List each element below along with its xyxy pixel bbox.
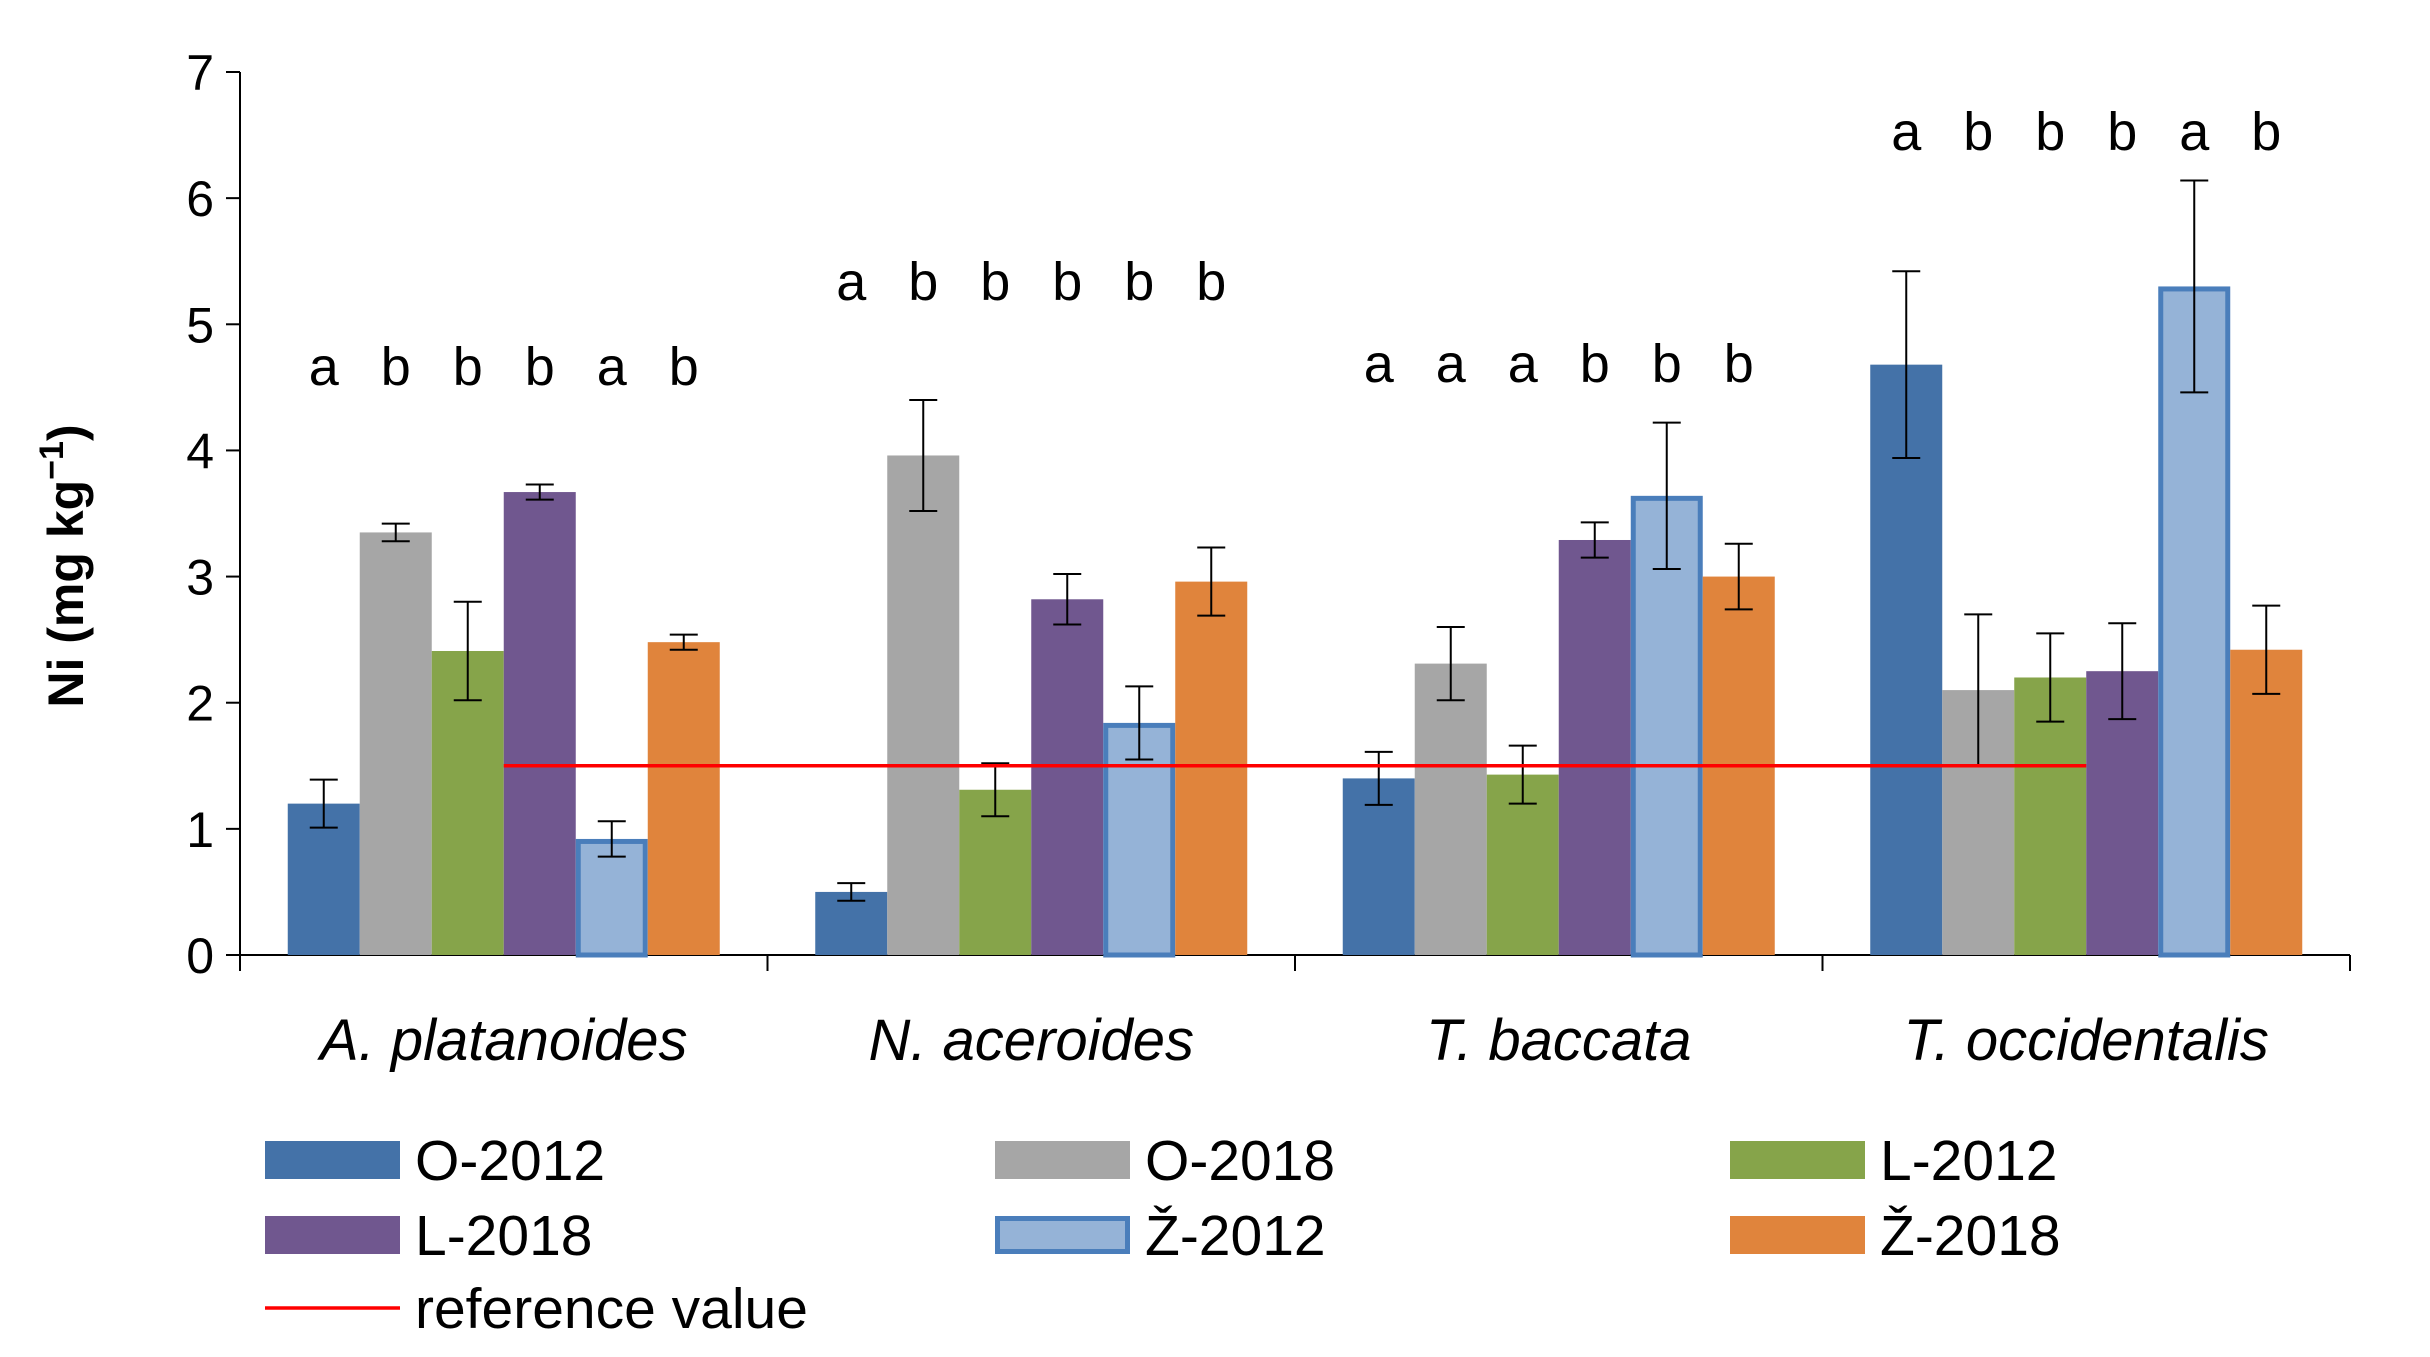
bar [2230, 649, 2303, 955]
significance-letters: a b b b a ba b b b b ba a a b b ba b b b a b [309, 102, 2282, 397]
legend-swatch [1730, 1141, 1865, 1179]
legend-swatch [995, 1141, 1130, 1179]
legend-label: O-2018 [1145, 1129, 1335, 1193]
legend-swatch [265, 1141, 400, 1179]
bar [431, 650, 504, 955]
significance-letter: b [381, 337, 411, 397]
significance-letter: b [2251, 102, 2281, 162]
significance-letter: a [1891, 102, 1922, 162]
significance-letter: b [1963, 102, 1993, 162]
y-tick-labels: 0 1 2 3 4 5 6 7 [186, 45, 214, 984]
significance-letter: b [1580, 334, 1610, 394]
legend-label: Ž-2012 [1145, 1204, 1326, 1268]
significance-letter: b [1196, 252, 1226, 312]
bar [815, 891, 888, 955]
category-label: T. baccata [1426, 1008, 1691, 1073]
significance-letter: a [309, 337, 340, 397]
legend-swatch [1730, 1216, 1865, 1254]
y-tick-label: 6 [186, 171, 214, 227]
significance-letter: a [597, 337, 628, 397]
legend-swatch [265, 1216, 400, 1254]
significance-letter: b [1052, 252, 1082, 312]
y-tick-label: 2 [186, 676, 214, 732]
category-label: T. occidentalis [1904, 1008, 2269, 1073]
legend-label: L-2018 [415, 1204, 593, 1268]
category-labels: A. platanoides N. aceroides T. baccata T. o… [317, 1008, 2269, 1073]
significance-letter: b [453, 337, 483, 397]
bar [1870, 364, 1943, 955]
bar [1486, 774, 1559, 955]
bar [503, 492, 576, 955]
y-tick-label: 7 [186, 45, 214, 101]
legend-label: L-2012 [1880, 1129, 2058, 1193]
bar [287, 803, 360, 955]
legend-item: O-2018 [995, 1129, 1335, 1193]
significance-letter: a [2179, 102, 2210, 162]
legend-label: Ž-2018 [1880, 1204, 2061, 1268]
significance-letter: b [980, 252, 1010, 312]
y-tick-label: 4 [186, 423, 214, 479]
significance-letter: b [1124, 252, 1154, 312]
bar [359, 532, 432, 955]
bar [647, 642, 720, 955]
y-tick-label: 5 [186, 297, 214, 353]
significance-letter: b [2107, 102, 2137, 162]
significance-letter: b [908, 252, 938, 312]
bar [1558, 539, 1631, 955]
bar [2014, 677, 2087, 955]
legend-item: L-2018 [265, 1204, 593, 1268]
error-bars [309, 179, 2281, 902]
bar [1103, 722, 1176, 958]
significance-letter: a [1364, 334, 1395, 394]
legend-item-reference: reference value [265, 1277, 808, 1341]
significance-letter: b [1652, 334, 1682, 394]
legend-item: L-2012 [1730, 1129, 2058, 1193]
y-axis-label-end: ) [38, 424, 94, 441]
y-tick-label: 1 [186, 802, 214, 858]
y-axis-label-text: Ni (mg kg [38, 480, 94, 708]
legend-item: O-2012 [265, 1129, 605, 1193]
y-tick-label: 0 [186, 928, 214, 984]
legend-label: reference value [415, 1277, 808, 1341]
significance-letter: b [669, 337, 699, 397]
category-label: N. aceroides [868, 1008, 1194, 1073]
bars [287, 286, 2303, 958]
bar [1414, 663, 1487, 955]
bar [1630, 495, 1703, 958]
bar [959, 789, 1032, 955]
y-axis-label-superscript: −1 [33, 441, 71, 480]
significance-letter: a [836, 252, 867, 312]
significance-letter: a [1508, 334, 1539, 394]
bar [575, 838, 648, 958]
bar [887, 455, 960, 955]
y-tick-label: 3 [186, 550, 214, 606]
bar [1031, 599, 1104, 955]
y-axis-label: Ni (mg kg−1) [33, 424, 94, 707]
significance-letter: b [525, 337, 555, 397]
category-label: A. platanoides [317, 1008, 688, 1073]
bar [1175, 581, 1248, 955]
significance-letter: a [1436, 334, 1467, 394]
bar [1342, 778, 1415, 955]
legend-item: Ž-2012 [995, 1204, 1326, 1268]
legend-swatch [995, 1216, 1130, 1254]
legend: O-2012 O-2018 L-2012 L-2018 Ž-2012 Ž-2018 refe… [265, 1129, 2061, 1341]
legend-label: O-2012 [415, 1129, 605, 1193]
legend-item: Ž-2018 [1730, 1204, 2061, 1268]
significance-letter: b [2035, 102, 2065, 162]
significance-letter: b [1724, 334, 1754, 394]
